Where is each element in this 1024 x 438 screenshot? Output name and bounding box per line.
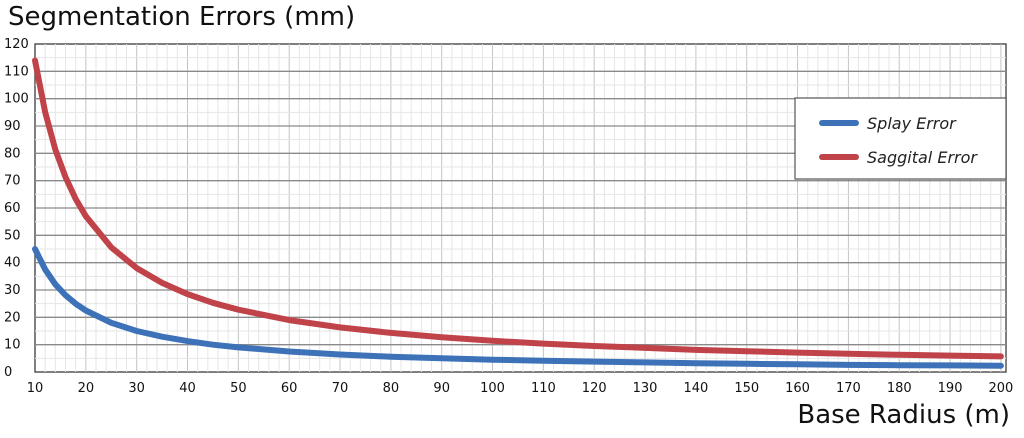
y-tick-label: 50 [4,228,21,243]
x-tick-label: 60 [281,381,298,396]
x-tick-label: 90 [433,381,450,396]
y-tick-label: 40 [4,256,21,271]
x-tick-label: 150 [734,381,759,396]
chart-title: Segmentation Errors (mm) [8,2,356,32]
x-tick-label: 130 [633,381,658,396]
x-tick-label: 50 [230,381,247,396]
legend-box [794,97,1007,180]
y-tick-label: 90 [4,119,21,134]
y-tick-label: 20 [4,310,21,325]
x-tick-label: 100 [480,381,505,396]
y-tick-label: 30 [4,283,21,298]
y-tick-label: 100 [4,92,29,107]
series-line-0 [32,246,1004,369]
series-layer [32,57,1004,369]
x-tick-label: 200 [989,381,1014,396]
x-tick-label: 20 [78,381,95,396]
y-tick-label: 120 [4,37,29,52]
x-tick-labels: 10 20 30 40 50 60 70 80 90 100 110 120 130 140 150 160 1… [27,381,1014,396]
legend: Splay Error Saggital Error [794,97,1007,180]
x-tick-label: 80 [383,381,400,396]
x-tick-label: 140 [683,381,708,396]
x-tick-label: 40 [179,381,196,396]
x-tick-label: 180 [887,381,912,396]
legend-label-splay: Splay Error [867,114,957,133]
x-tick-label: 170 [836,381,861,396]
y-tick-label: 60 [4,201,21,216]
x-tick-label: 30 [128,381,145,396]
y-tick-label: 10 [4,338,21,353]
y-tick-labels: 0 10 20 30 40 50 60 70 80 90 100 110 120 [4,37,29,380]
legend-label-saggital: Saggital Error [867,148,978,167]
x-axis-label: Base Radius (m) [797,400,1010,430]
x-tick-label: 70 [332,381,349,396]
y-tick-label: 110 [4,64,29,79]
x-tick-label: 120 [582,381,607,396]
y-tick-label: 80 [4,146,21,161]
x-tick-label: 10 [27,381,44,396]
x-tick-label: 160 [785,381,810,396]
y-tick-label: 70 [4,174,21,189]
x-tick-label: 110 [531,381,556,396]
y-tick-label: 0 [4,365,12,380]
series-line-1 [32,57,1004,360]
x-tick-label: 190 [938,381,963,396]
